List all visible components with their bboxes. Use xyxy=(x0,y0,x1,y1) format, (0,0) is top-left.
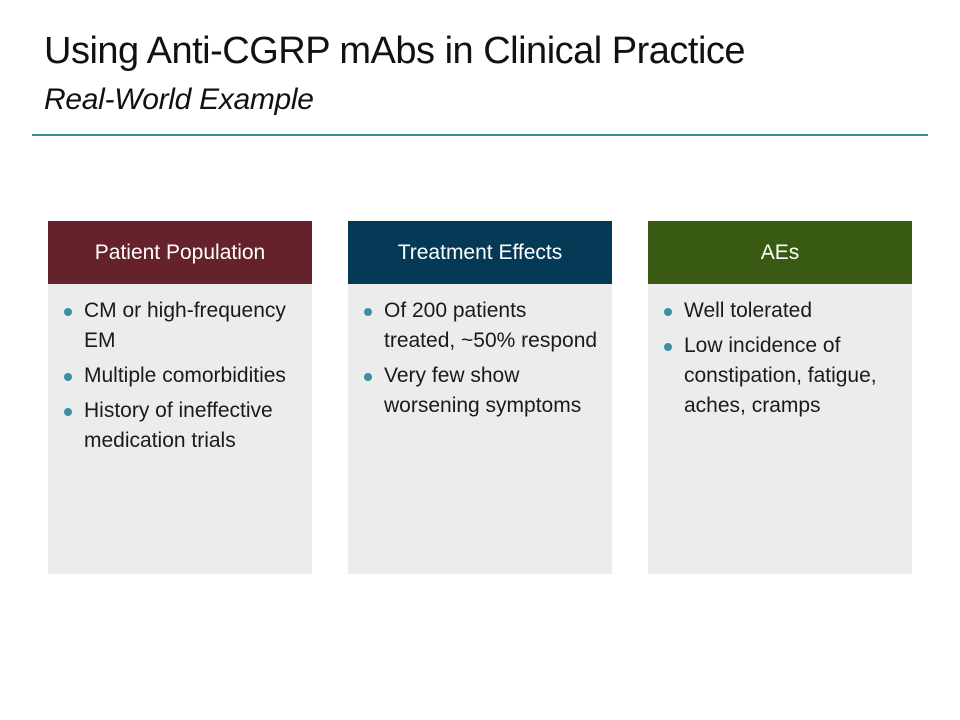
bullet-list: CM or high-frequency EM Multiple comorbi… xyxy=(62,296,298,456)
card-header: Treatment Effects xyxy=(348,221,612,284)
bullet-list: Of 200 patients treated, ~50% respond Ve… xyxy=(362,296,598,421)
list-item: History of ineffective medication trials xyxy=(62,396,298,456)
bullet-icon xyxy=(64,308,72,316)
card-header: Patient Population xyxy=(48,221,312,284)
card-aes: AEs Well tolerated Low incidence of cons… xyxy=(648,221,912,574)
list-item: CM or high-frequency EM xyxy=(62,296,298,356)
slide-subtitle: Real-World Example xyxy=(44,83,314,116)
bullet-icon xyxy=(64,373,72,381)
list-item: Low incidence of constipation, fatigue, … xyxy=(662,331,898,421)
card-treatment-effects: Treatment Effects Of 200 patients treate… xyxy=(348,221,612,574)
title-divider xyxy=(32,134,928,136)
bullet-icon xyxy=(364,308,372,316)
bullet-icon xyxy=(664,343,672,351)
card-patient-population: Patient Population CM or high-frequency … xyxy=(48,221,312,574)
list-item: Very few show worsening symptoms xyxy=(362,361,598,421)
list-item: Well tolerated xyxy=(662,296,898,326)
bullet-icon xyxy=(664,308,672,316)
list-item: Of 200 patients treated, ~50% respond xyxy=(362,296,598,356)
bullet-list: Well tolerated Low incidence of constipa… xyxy=(662,296,898,421)
bullet-icon xyxy=(64,408,72,416)
slide-title: Using Anti-CGRP mAbs in Clinical Practic… xyxy=(44,30,746,72)
list-item: Multiple comorbidities xyxy=(62,361,298,391)
card-header: AEs xyxy=(648,221,912,284)
bullet-icon xyxy=(364,373,372,381)
